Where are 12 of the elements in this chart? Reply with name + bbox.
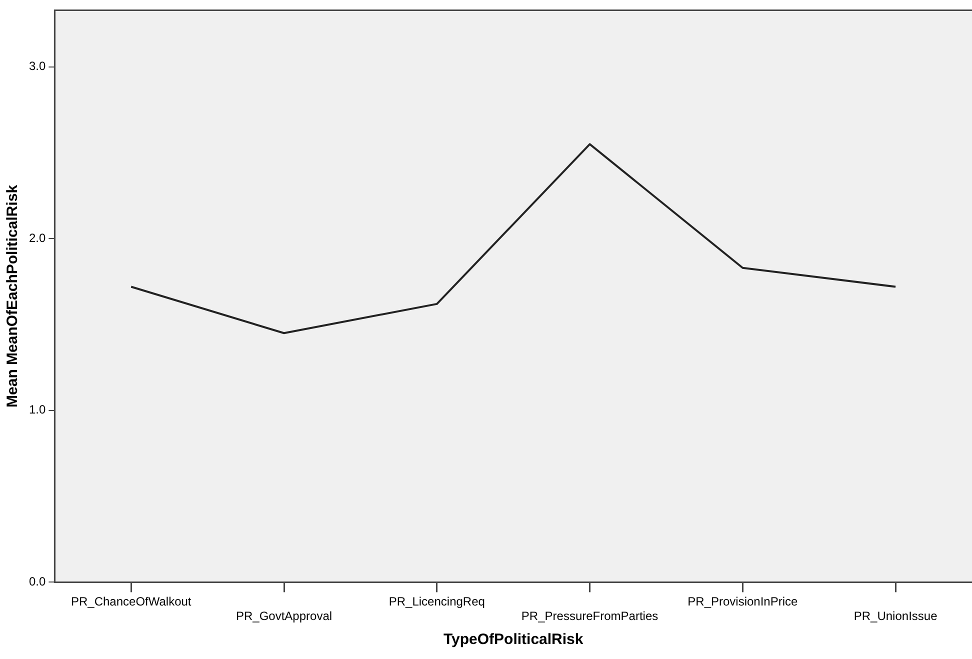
x-axis-title: TypeOfPoliticalRisk	[443, 631, 584, 648]
x-tick-label: PR_GovtApproval	[236, 609, 332, 624]
y-tick-label: 1.0	[28, 402, 46, 417]
y-tick-label: 2.0	[28, 230, 46, 245]
x-tick-label: PR_LicencingReq	[388, 594, 485, 609]
x-tick-label: PR_PressureFromParties	[521, 609, 658, 624]
y-axis-title: Mean MeanOfEachPoliticalRisk	[4, 184, 22, 408]
x-tick-label: PR_ProvisionInPrice	[688, 594, 798, 609]
y-tick-label: 0.0	[28, 574, 46, 589]
y-tick-label: 3.0	[28, 59, 46, 74]
x-tick-label: PR_ChanceOfWalkout	[70, 594, 192, 609]
x-tick-label: PR_UnionIssue	[854, 609, 938, 624]
